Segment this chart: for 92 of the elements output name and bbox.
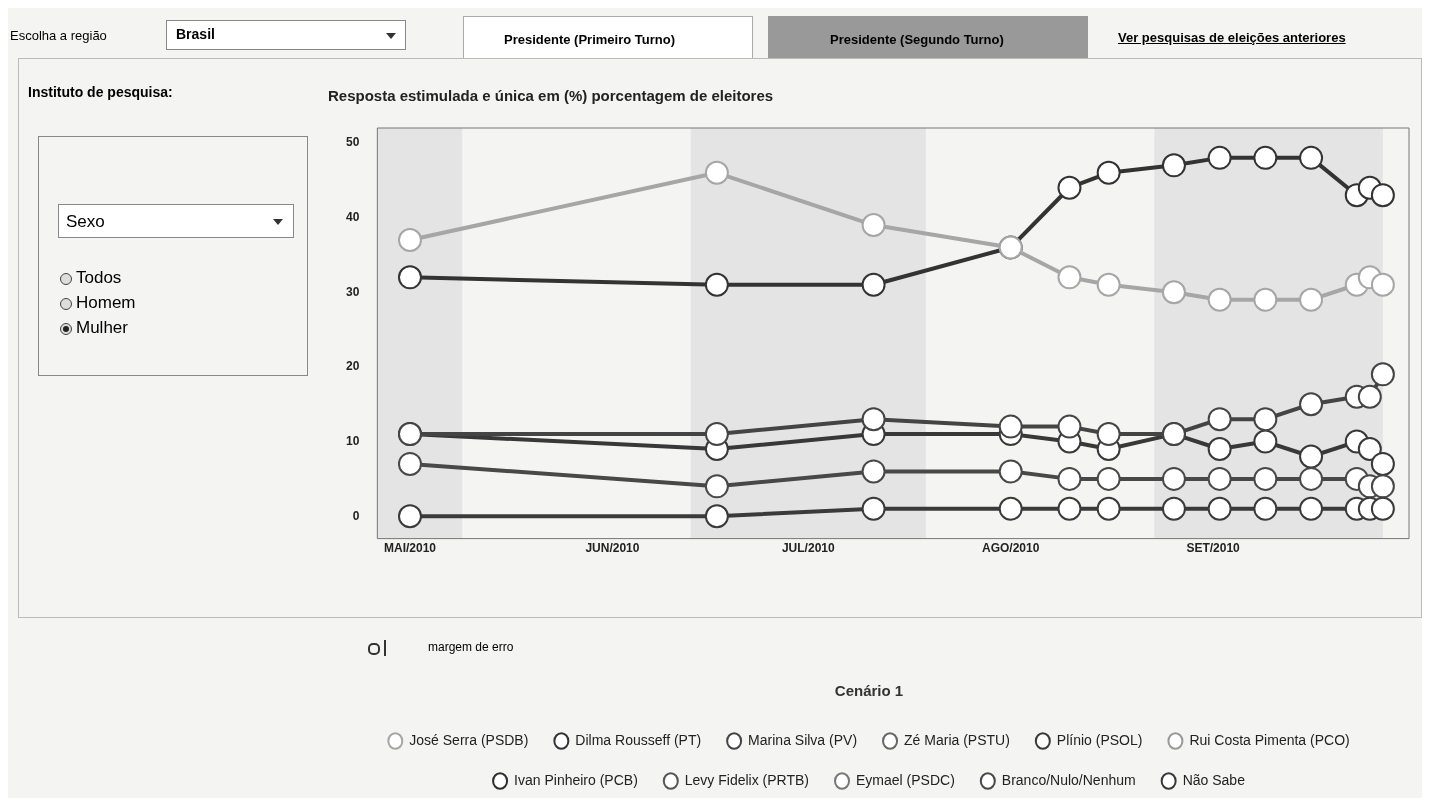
text: Instituto de pesquisa: xyxy=(28,84,173,100)
point xyxy=(1370,362,1395,387)
point xyxy=(1161,280,1186,305)
y-tick-label: 0 xyxy=(352,508,360,523)
point xyxy=(1253,496,1278,521)
point xyxy=(1299,145,1324,170)
legend-title: Cenário 1 xyxy=(834,681,904,699)
point xyxy=(704,504,729,529)
point xyxy=(861,272,886,297)
chart-title: Resposta estimulada e única em (%) porcentagem de eleitores xyxy=(328,87,774,105)
legend-label: Dilma Rousseff (PT) xyxy=(575,731,702,748)
point xyxy=(398,227,422,252)
point xyxy=(1357,437,1382,462)
point xyxy=(1207,407,1232,432)
point xyxy=(398,504,422,529)
point xyxy=(1057,265,1082,290)
point xyxy=(861,459,886,484)
point xyxy=(1299,287,1324,312)
text: margem de erro xyxy=(428,640,514,654)
point xyxy=(1253,429,1278,454)
point xyxy=(1299,466,1324,491)
point xyxy=(704,272,729,297)
legend-label: Ivan Pinheiro (PCB) xyxy=(514,771,638,788)
point xyxy=(1253,466,1278,491)
legend-label: Marina Silva (PV) xyxy=(748,731,858,748)
text: Escolha a região xyxy=(10,28,107,43)
legend-label: Levy Fidelix (PRTB) xyxy=(684,771,810,788)
point xyxy=(998,414,1023,439)
point xyxy=(398,265,422,290)
text: Mulher xyxy=(76,318,128,338)
point xyxy=(1253,407,1278,432)
point xyxy=(1161,496,1186,521)
legend-label: Branco/Nulo/Nenhum xyxy=(1001,771,1136,788)
x-tick-label: AGO/2010 xyxy=(982,541,1040,556)
point xyxy=(1096,466,1121,491)
y-tick-label: 30 xyxy=(345,284,360,299)
text: Ver pesquisas de eleições anteriores xyxy=(1118,30,1346,45)
text: Presidente (Segundo Turno) xyxy=(830,32,1004,47)
point xyxy=(1207,437,1232,462)
y-tick-label: 10 xyxy=(345,433,360,448)
legend-label: Zé Maria (PSTU) xyxy=(904,731,1010,748)
point xyxy=(1370,474,1395,499)
point xyxy=(1370,183,1395,208)
x-tick-label: JUL/2010 xyxy=(781,541,835,556)
point xyxy=(1253,287,1278,312)
legend-label: José Serra (PSDB) xyxy=(409,731,529,748)
point xyxy=(861,407,886,432)
point xyxy=(1253,145,1278,170)
point xyxy=(861,496,886,521)
point xyxy=(1370,272,1395,297)
text: Presidente (Primeiro Turno) xyxy=(504,32,675,47)
text: Homem xyxy=(76,293,136,313)
point xyxy=(1057,414,1082,439)
point xyxy=(1057,496,1082,521)
text: Brasil xyxy=(176,26,215,42)
point xyxy=(1370,496,1395,521)
point xyxy=(398,451,422,476)
y-tick-label: 40 xyxy=(345,209,360,224)
point xyxy=(998,496,1023,521)
point xyxy=(1207,466,1232,491)
point xyxy=(1161,153,1186,178)
point xyxy=(1161,466,1186,491)
x-tick-label: SET/2010 xyxy=(1186,541,1241,556)
y-tick-label: 50 xyxy=(345,135,360,150)
legend-label: Não Sabe xyxy=(1182,771,1246,788)
legend-label: Plínio (PSOL) xyxy=(1056,731,1143,748)
point xyxy=(861,213,886,238)
point xyxy=(1299,496,1324,521)
point xyxy=(998,459,1023,484)
point xyxy=(704,474,729,499)
point xyxy=(704,160,729,185)
point xyxy=(1357,384,1382,409)
point xyxy=(1057,175,1082,200)
point xyxy=(1096,272,1121,297)
y-tick-label: 20 xyxy=(345,359,360,374)
legend-label: Rui Costa Pimenta (PCO) xyxy=(1189,731,1350,748)
point xyxy=(1207,145,1232,170)
point xyxy=(704,422,729,447)
point xyxy=(1096,160,1121,185)
text: Sexo xyxy=(66,212,105,232)
legend-label: Eymael (PSDC) xyxy=(856,771,955,788)
point xyxy=(1207,287,1232,312)
point xyxy=(1370,451,1395,476)
point xyxy=(1096,422,1121,447)
point xyxy=(1207,496,1232,521)
x-tick-label: MAI/2010 xyxy=(383,541,437,556)
point xyxy=(1299,392,1324,417)
point xyxy=(1057,466,1082,491)
point xyxy=(1299,444,1324,469)
point xyxy=(1096,496,1121,521)
x-tick-label: JUN/2010 xyxy=(585,541,640,556)
text: Todos xyxy=(76,268,122,288)
